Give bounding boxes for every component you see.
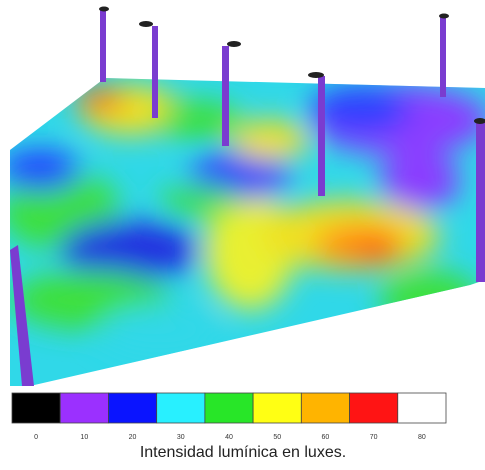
lamps (10, 6, 485, 386)
caption: Intensidad lumínica en luxes. (140, 444, 346, 461)
lamp-pole (440, 17, 446, 97)
lamp-pole (100, 10, 106, 82)
legend-swatch (204, 392, 254, 424)
lamp-head (227, 41, 241, 47)
lamp-pole (152, 26, 158, 118)
lamp-head (139, 21, 153, 27)
lamp-head (439, 13, 449, 19)
legend-tick-label: 30 (177, 434, 185, 441)
legend-swatch (11, 392, 61, 424)
legend-swatch (300, 392, 350, 424)
legend-swatch (59, 392, 109, 424)
legend-tick-label: 80 (418, 434, 426, 441)
lamp-pole (10, 245, 34, 386)
lamp-pole (318, 76, 325, 196)
lamp-pole (476, 122, 485, 282)
legend-tick-label: 20 (129, 434, 137, 441)
legend-swatch (156, 392, 206, 424)
legend-tick-label: 50 (273, 434, 281, 441)
legend-tick-label: 0 (34, 434, 38, 441)
legend-tick-label: 60 (322, 434, 330, 441)
legend: 0 10 20 30 40 50 60 70 80 (11, 392, 447, 441)
legend-swatch (252, 392, 302, 424)
legend-swatch (108, 392, 158, 424)
legend-tick-label: 70 (370, 434, 378, 441)
lamp-head (99, 6, 109, 12)
heat-map (10, 78, 485, 386)
legend-tick-label: 10 (80, 434, 88, 441)
lamp-pole (222, 46, 229, 146)
legend-tick-label: 40 (225, 434, 233, 441)
legend-swatch (397, 392, 447, 424)
lamp-head (474, 118, 485, 124)
legend-swatch (349, 392, 399, 424)
lamp-head (308, 72, 324, 78)
